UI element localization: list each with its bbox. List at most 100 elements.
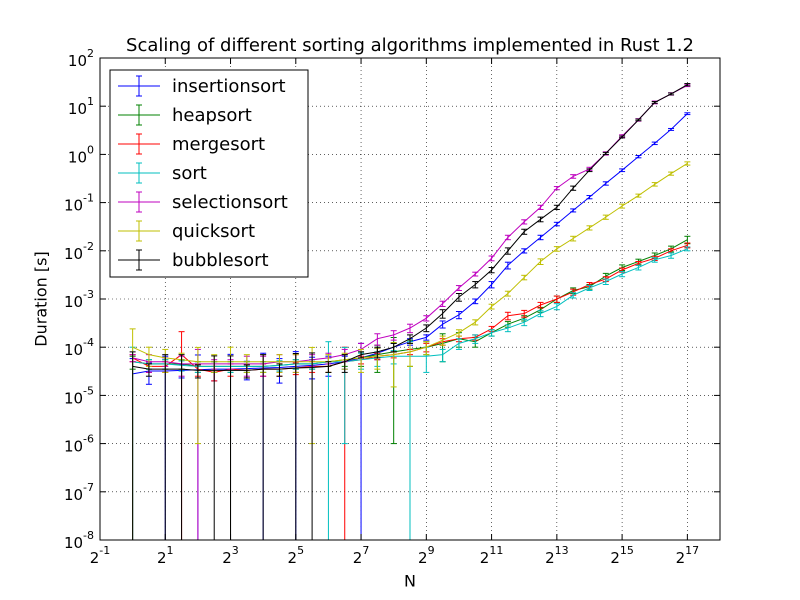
error-bar	[276, 363, 283, 377]
error-bar	[668, 92, 675, 96]
x-tick-label: 213	[545, 544, 569, 567]
error-bar	[521, 274, 528, 281]
error-bar	[194, 364, 201, 379]
error-bar	[211, 355, 218, 540]
legend-label: bubblesort	[172, 250, 269, 271]
error-bar	[423, 324, 430, 333]
error-bar	[537, 216, 544, 223]
error-bar	[325, 361, 332, 373]
y-tick-label: 10-1	[64, 192, 94, 215]
error-bar	[455, 293, 462, 302]
error-bar	[504, 311, 511, 321]
error-bar	[635, 193, 642, 198]
y-tick-label: 10-4	[64, 336, 94, 359]
error-bar	[537, 301, 544, 309]
error-bar	[341, 354, 348, 373]
error-bar	[488, 267, 495, 274]
error-bar	[570, 208, 577, 213]
y-tick-label: 10-5	[64, 384, 94, 407]
x-tick-label: 23	[222, 544, 239, 567]
error-bar	[668, 127, 675, 131]
error-bar	[602, 181, 609, 186]
legend: insertionsort heapsort mergesort sort select…	[109, 69, 309, 278]
error-bar	[553, 246, 560, 252]
error-bar	[472, 281, 479, 289]
x-tick-label: 217	[676, 544, 700, 567]
error-bar	[553, 303, 560, 311]
legend-item: heapsort	[118, 104, 252, 126]
error-bar	[586, 285, 593, 292]
error-bar	[374, 346, 381, 359]
error-bar	[668, 252, 675, 259]
y-tick-label: 10-8	[64, 529, 94, 552]
error-bar	[668, 171, 675, 176]
error-bar	[504, 261, 511, 270]
error-bar	[521, 219, 528, 225]
y-tick-label: 10-3	[64, 288, 94, 311]
error-bar	[439, 309, 446, 319]
error-bar	[488, 329, 495, 337]
error-bar	[553, 204, 560, 210]
error-bar	[586, 168, 593, 173]
error-bar	[423, 315, 430, 322]
error-bar	[619, 271, 626, 278]
error-bar	[635, 154, 642, 159]
error-bar	[553, 295, 560, 303]
error-bar	[602, 214, 609, 220]
error-bar	[488, 255, 495, 262]
y-tick-label: 10-7	[64, 481, 94, 504]
error-bar	[309, 352, 316, 540]
error-bar	[504, 324, 511, 333]
error-bar	[260, 354, 267, 540]
error-bar	[504, 234, 511, 241]
error-bar	[292, 353, 299, 540]
error-bar	[553, 186, 560, 191]
error-bar	[390, 342, 397, 353]
error-bar	[472, 334, 479, 344]
error-bar	[243, 364, 250, 379]
error-bar	[651, 141, 658, 146]
error-bar	[423, 334, 430, 341]
x-axis-label: N	[404, 572, 416, 591]
error-bar	[521, 228, 528, 235]
error-bar	[374, 333, 381, 346]
y-axis-label: Duration [s]	[32, 251, 51, 346]
legend-item: bubblesort	[118, 249, 269, 271]
error-bar	[194, 346, 201, 445]
error-bar	[488, 303, 495, 310]
error-bar	[325, 341, 332, 540]
legend-item: insertionsort	[118, 75, 286, 97]
x-tick-label: 21	[157, 544, 174, 567]
error-bar	[537, 258, 544, 265]
x-tick-label: 2-1	[90, 544, 111, 567]
x-tick-label: 25	[288, 544, 305, 567]
error-bar	[406, 323, 413, 334]
error-bar	[521, 318, 528, 327]
error-bar	[178, 354, 185, 540]
legend-label: sort	[172, 163, 207, 184]
y-tick-label: 100	[68, 143, 94, 166]
error-bar	[570, 185, 577, 191]
chart-title: Scaling of different sorting algorithms …	[126, 35, 694, 56]
error-bar	[439, 300, 446, 307]
error-bar	[521, 309, 528, 318]
error-bar	[684, 83, 691, 87]
error-bar	[390, 330, 397, 341]
legend-item: mergesort	[118, 133, 265, 155]
error-bar	[504, 247, 511, 255]
error-bar	[455, 329, 462, 337]
legend-label: heapsort	[172, 105, 252, 126]
plot-area	[129, 83, 691, 540]
legend-item: selectionsort	[118, 191, 288, 213]
y-tick-label: 10-6	[64, 433, 94, 456]
error-bar	[472, 271, 479, 277]
error-bar	[537, 310, 544, 318]
error-bar	[619, 135, 626, 139]
error-bar	[488, 281, 495, 289]
error-bar	[455, 338, 462, 350]
error-bar	[472, 298, 479, 305]
error-bar	[684, 161, 691, 166]
x-tick-label: 29	[418, 544, 435, 567]
error-bar	[619, 203, 626, 209]
